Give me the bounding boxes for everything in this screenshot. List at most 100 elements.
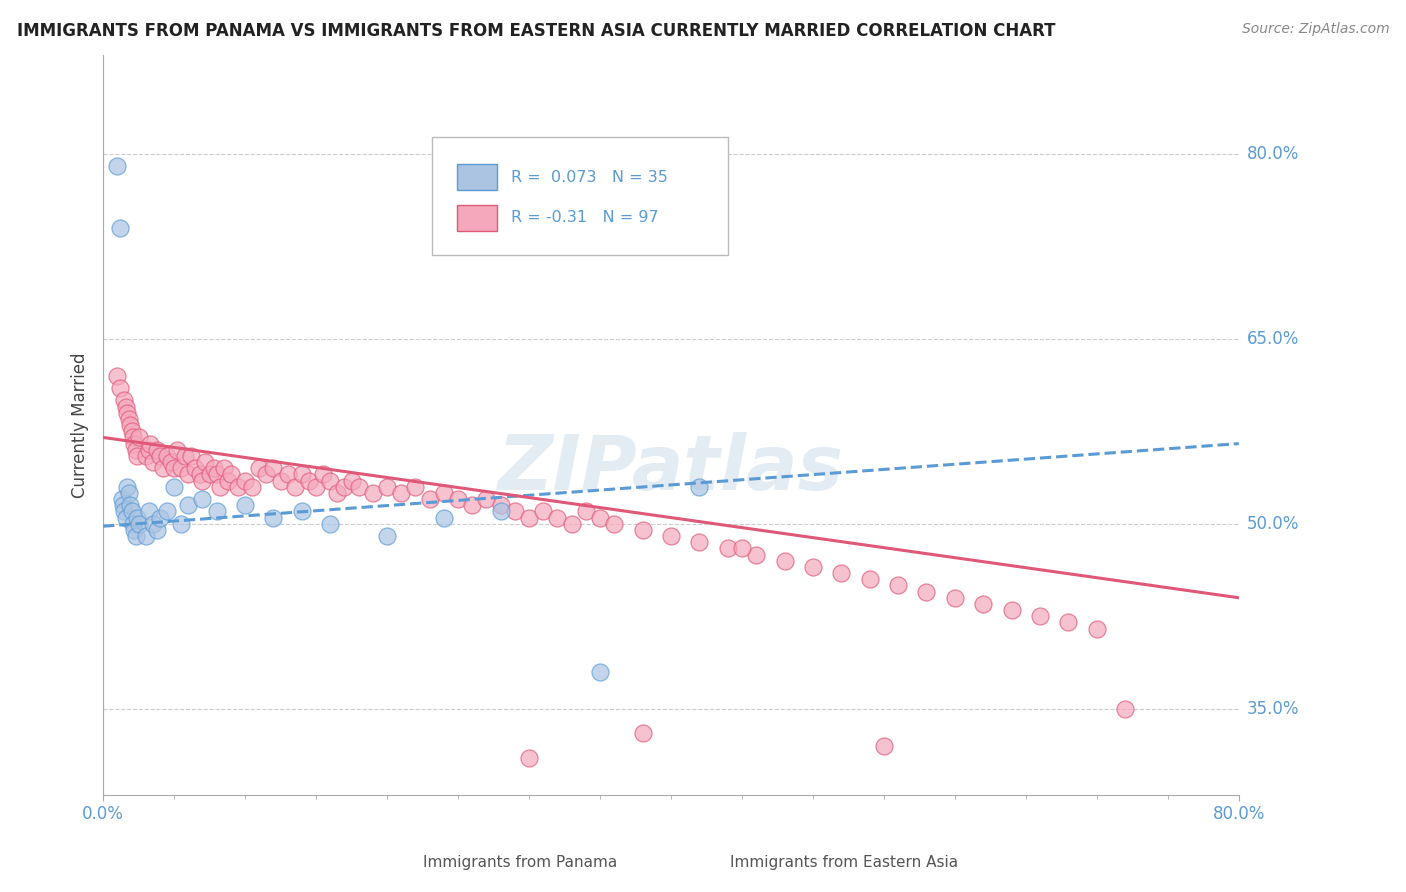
Text: Source: ZipAtlas.com: Source: ZipAtlas.com — [1241, 22, 1389, 37]
Point — [603, 516, 626, 531]
Text: Immigrants from Panama: Immigrants from Panama — [423, 855, 617, 870]
Text: R =  0.073   N = 35: R = 0.073 N = 35 — [510, 169, 668, 185]
Point — [361, 486, 384, 500]
Point — [731, 541, 754, 556]
Text: 35.0%: 35.0% — [1247, 699, 1299, 718]
Point — [873, 739, 896, 753]
Point — [217, 474, 239, 488]
Point — [121, 424, 143, 438]
Point — [631, 523, 654, 537]
Point — [226, 480, 249, 494]
Point — [142, 516, 165, 531]
Point — [915, 584, 938, 599]
Point — [111, 498, 134, 512]
Point — [108, 381, 131, 395]
Point — [142, 455, 165, 469]
Point — [163, 480, 186, 494]
Point — [277, 467, 299, 482]
Point — [156, 449, 179, 463]
Point — [198, 467, 221, 482]
Point — [135, 449, 157, 463]
Point — [461, 498, 484, 512]
Point — [333, 480, 356, 494]
Point — [138, 442, 160, 457]
Point — [124, 523, 146, 537]
Point — [340, 474, 363, 488]
Point — [688, 535, 710, 549]
Point — [305, 480, 328, 494]
Point — [194, 455, 217, 469]
Point — [433, 510, 456, 524]
Point — [146, 523, 169, 537]
Point — [188, 467, 211, 482]
Point — [1085, 622, 1108, 636]
Point — [191, 474, 214, 488]
Point — [326, 486, 349, 500]
Point — [163, 461, 186, 475]
Point — [419, 492, 441, 507]
FancyBboxPatch shape — [433, 136, 728, 255]
Point — [801, 560, 824, 574]
Point — [291, 467, 314, 482]
Point — [347, 480, 370, 494]
Point — [127, 449, 149, 463]
Point — [202, 461, 225, 475]
Point — [404, 480, 426, 494]
Point — [312, 467, 335, 482]
Point — [127, 510, 149, 524]
Point — [105, 368, 128, 383]
Point — [517, 751, 540, 765]
Point — [447, 492, 470, 507]
Point — [263, 461, 285, 475]
Point — [291, 504, 314, 518]
Point — [943, 591, 966, 605]
Point — [475, 492, 498, 507]
Point — [184, 461, 207, 475]
Text: Immigrants from Eastern Asia: Immigrants from Eastern Asia — [730, 855, 957, 870]
Point — [389, 486, 412, 500]
Point — [112, 393, 135, 408]
Point — [112, 504, 135, 518]
Text: 65.0%: 65.0% — [1247, 330, 1299, 348]
Point — [489, 498, 512, 512]
Point — [125, 442, 148, 457]
Point — [254, 467, 277, 482]
Point — [489, 504, 512, 518]
Point — [972, 597, 994, 611]
Point — [120, 498, 142, 512]
Point — [125, 529, 148, 543]
Text: R = -0.31   N = 97: R = -0.31 N = 97 — [510, 211, 658, 226]
Point — [240, 480, 263, 494]
Point — [205, 504, 228, 518]
Point — [745, 548, 768, 562]
Point — [859, 572, 882, 586]
Point — [115, 510, 138, 524]
Point — [688, 480, 710, 494]
Point — [1057, 615, 1080, 630]
Point — [138, 504, 160, 518]
Point — [247, 461, 270, 475]
Point — [122, 430, 145, 444]
Y-axis label: Currently Married: Currently Married — [72, 352, 89, 498]
Point — [115, 400, 138, 414]
Point — [375, 529, 398, 543]
Point — [128, 516, 150, 531]
Point — [156, 504, 179, 518]
FancyBboxPatch shape — [457, 164, 498, 190]
Point — [546, 510, 568, 524]
Point — [118, 412, 141, 426]
Point — [1029, 609, 1052, 624]
Point — [120, 418, 142, 433]
Point — [152, 461, 174, 475]
Point — [233, 498, 256, 512]
Point — [108, 220, 131, 235]
Point — [174, 449, 197, 463]
Point — [717, 541, 740, 556]
Point — [830, 566, 852, 580]
Point — [284, 480, 307, 494]
Text: 80.0%: 80.0% — [1247, 145, 1299, 163]
Point — [589, 510, 612, 524]
Point — [433, 486, 456, 500]
Point — [139, 436, 162, 450]
Text: IMMIGRANTS FROM PANAMA VS IMMIGRANTS FROM EASTERN ASIA CURRENTLY MARRIED CORRELA: IMMIGRANTS FROM PANAMA VS IMMIGRANTS FRO… — [17, 22, 1056, 40]
